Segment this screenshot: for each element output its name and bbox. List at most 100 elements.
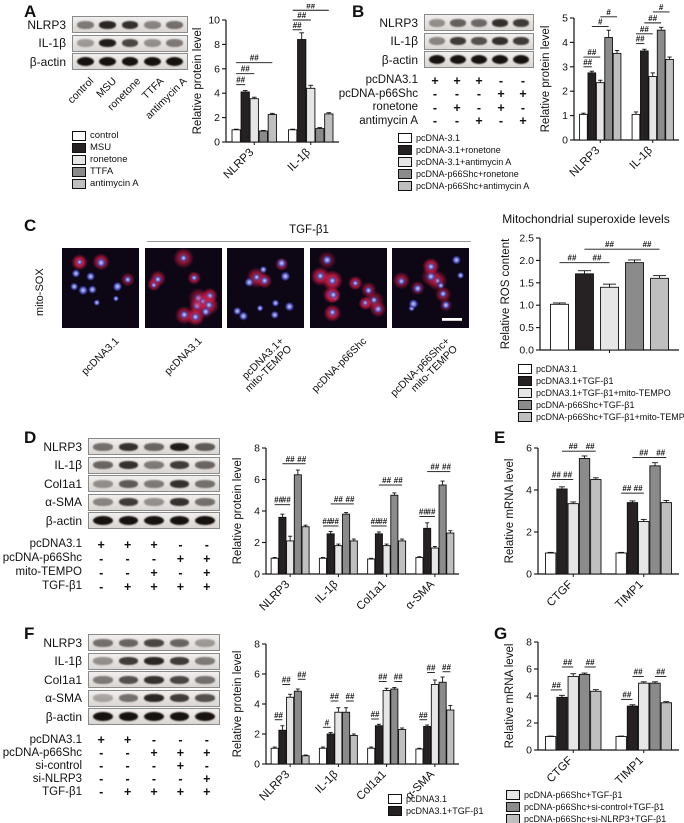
mito-sox-stain-label: mito-SOX: [34, 268, 46, 316]
svg-text:6: 6: [254, 669, 260, 681]
svg-text:4: 4: [562, 37, 568, 49]
svg-text:##: ##: [419, 711, 428, 720]
panel-c-bar-chart: 0.0 0.5 1.0 1.5 2.0 2.5 ## ## ## ## Relative ROS c…: [498, 226, 684, 360]
svg-text:##: ##: [241, 65, 250, 74]
svg-text:##: ##: [274, 496, 283, 505]
svg-text:##: ##: [274, 711, 283, 720]
svg-text:##: ##: [297, 455, 306, 464]
svg-text:2: 2: [526, 527, 532, 539]
panel-c-legend: pcDNA3.1 pcDNA3.1+TGF-β1 pcDNA3.1+TGF-β1+m…: [518, 364, 684, 424]
svg-text:IL-1β: IL-1β: [628, 144, 655, 171]
svg-text:##: ##: [282, 676, 291, 685]
panel-c-chart-title: Mitochondrial superoxide levels: [502, 212, 670, 226]
svg-text:2.5: 2.5: [519, 233, 534, 245]
panel-b-condition-table: pcDNA3.1 + + + - - pcDNA-p66Shc - - - + + ronetone - +…: [338, 73, 527, 128]
svg-text:##: ##: [427, 664, 436, 673]
svg-text:6: 6: [526, 443, 532, 455]
panel-g-label: G: [494, 624, 508, 643]
svg-text:##: ##: [394, 673, 403, 682]
svg-text:##: ##: [297, 670, 306, 679]
svg-text:##: ##: [622, 690, 631, 699]
panel-b-legend: pcDNA-3.1 pcDNA-3.1+ronetone pcDNA-3.1+ant…: [398, 133, 529, 193]
svg-text:##: ##: [236, 76, 245, 85]
tgf-b1-treatment-line: [147, 241, 471, 242]
svg-text:6: 6: [526, 664, 532, 676]
svg-text:##: ##: [552, 471, 561, 480]
svg-text:##: ##: [639, 448, 648, 457]
svg-text:##: ##: [442, 463, 451, 472]
svg-text:##: ##: [640, 25, 649, 34]
svg-text:0: 0: [254, 759, 260, 771]
panel-f-condition-table: pcDNA3.1 + + - - - pcDNA-p66Shc - - + + + si-control…: [2, 733, 211, 800]
svg-text:##: ##: [371, 517, 380, 526]
svg-text:8: 8: [526, 637, 532, 649]
svg-text:##: ##: [330, 517, 339, 526]
svg-text:##: ##: [656, 667, 665, 676]
svg-text:##: ##: [648, 14, 657, 23]
svg-text:10: 10: [208, 15, 220, 27]
svg-text:6: 6: [214, 63, 220, 75]
svg-text:0.5: 0.5: [519, 322, 534, 334]
svg-text:##: ##: [430, 463, 439, 472]
svg-text:NLRP3: NLRP3: [568, 145, 603, 180]
svg-text:Relative protein level: Relative protein level: [232, 651, 244, 758]
panel-e-bar-chart: 0 2 4 6 CTGF TIMP1 ## ## ## ## ## ## ## ## Relative mR…: [502, 432, 684, 628]
svg-text:##: ##: [330, 692, 339, 701]
svg-text:##: ##: [394, 476, 403, 485]
svg-text:##: ##: [419, 508, 428, 517]
svg-text:##: ##: [636, 35, 645, 44]
svg-text:0.0: 0.0: [519, 345, 534, 357]
panel-b-bar-chart: 0 1 2 3 4 5 NLRP3 IL-1β ## ## # # ## ## ## # Relative pr…: [538, 2, 684, 194]
panel-d-condition-table: pcDNA3.1 + + + - - pcDNA-p66Shc - - - + + mito-TEMPO…: [2, 537, 211, 594]
svg-text:##: ##: [563, 471, 572, 480]
svg-text:2: 2: [254, 537, 260, 549]
svg-text:#: #: [598, 18, 603, 27]
panel-e-label: E: [494, 428, 506, 447]
svg-text:##: ##: [378, 517, 387, 526]
svg-text:##: ##: [297, 11, 306, 20]
svg-text:##: ##: [282, 496, 291, 505]
svg-text:0: 0: [562, 135, 568, 147]
panel-d-label: D: [24, 428, 37, 447]
svg-text:##: ##: [563, 658, 572, 667]
svg-text:2: 2: [526, 718, 532, 730]
panel-f-western-blot: NLRP3 IL-1β Col1a1 α-SMA β-actin: [20, 634, 220, 727]
panel-b-western-blot: NLRP3 IL-1β β-actin: [352, 14, 534, 70]
svg-text:NLRP3: NLRP3: [258, 769, 293, 804]
svg-text:##: ##: [586, 442, 595, 451]
svg-text:Relative ROS content: Relative ROS content: [500, 238, 512, 349]
svg-text:##: ##: [569, 442, 578, 451]
svg-text:4: 4: [526, 485, 532, 497]
svg-text:##: ##: [634, 484, 643, 493]
svg-text:Relative mRNA level: Relative mRNA level: [504, 459, 516, 564]
svg-text:2: 2: [562, 86, 568, 98]
panel-f-legend: pcDNA3.1 pcDNA3.1+TGF-β1: [388, 794, 483, 818]
panel-f-bar-chart: 0 2 4 6 8 NLRP3 IL-1β Col1a1 α-SMA ## ## ## # ## ## ## #…: [230, 628, 464, 814]
svg-text:##: ##: [442, 663, 451, 672]
svg-text:6: 6: [254, 474, 260, 486]
svg-text:Col1a1: Col1a1: [354, 769, 388, 803]
panel-c-label: C: [24, 216, 37, 235]
svg-text:Col1a1: Col1a1: [354, 579, 388, 613]
svg-text:CTGF: CTGF: [545, 755, 576, 786]
svg-text:#: #: [659, 3, 664, 12]
svg-text:4: 4: [526, 691, 532, 703]
svg-text:1.0: 1.0: [519, 300, 534, 312]
svg-text:4: 4: [254, 699, 260, 711]
svg-text:##: ##: [346, 495, 355, 504]
panel-d-bar-chart: 0 2 4 6 8 NLRP3 IL-1β Col1a1 α-SMA ## ## ## ## ## ## ##…: [230, 432, 464, 628]
svg-text:##: ##: [378, 673, 387, 682]
svg-text:IL-1β: IL-1β: [313, 578, 340, 605]
svg-text:##: ##: [568, 254, 577, 263]
svg-text:2: 2: [214, 112, 220, 124]
svg-text:##: ##: [346, 692, 355, 701]
svg-text:Relative protein level: Relative protein level: [192, 28, 204, 135]
svg-text:IL-1β: IL-1β: [313, 768, 340, 795]
svg-text:Relative protein level: Relative protein level: [232, 458, 244, 565]
svg-text:IL-1β: IL-1β: [286, 146, 313, 173]
svg-text:##: ##: [382, 476, 391, 485]
panel-g-legend: pcDNA-p66Shc+TGF-β1 pcDNA-p66Shc+si-contr…: [506, 790, 666, 823]
svg-text:1.5: 1.5: [519, 277, 534, 289]
svg-text:8: 8: [254, 639, 260, 651]
